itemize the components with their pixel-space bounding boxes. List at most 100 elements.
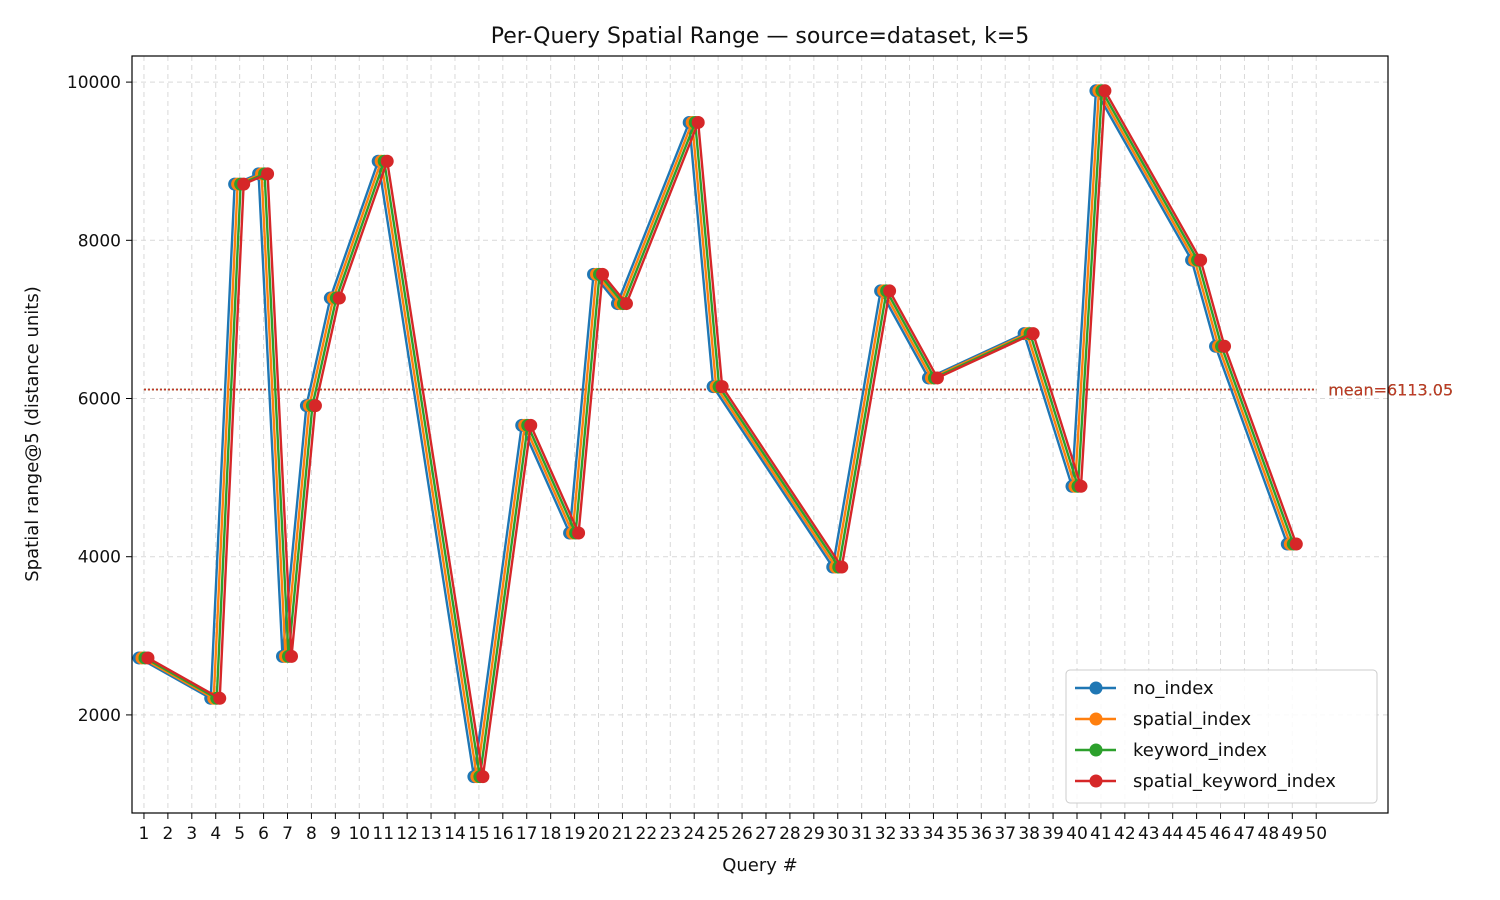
data-point-spatial_keyword_index bbox=[308, 399, 322, 413]
series-spatial_keyword_index bbox=[141, 84, 1303, 784]
mean-label-spatial_keyword_index: mean=6113.05 bbox=[1328, 381, 1453, 400]
x-tick-label: 30 bbox=[827, 824, 849, 844]
chart-title: Per-Query Spatial Range — source=dataset… bbox=[491, 24, 1030, 49]
x-tick-label: 31 bbox=[851, 824, 873, 844]
data-point-spatial_keyword_index bbox=[524, 418, 538, 432]
x-tick-label: 43 bbox=[1138, 824, 1160, 844]
data-point-spatial_keyword_index bbox=[883, 284, 897, 298]
x-tick-label: 34 bbox=[923, 824, 945, 844]
x-tick-label: 44 bbox=[1162, 824, 1184, 844]
data-point-spatial_keyword_index bbox=[930, 371, 944, 385]
mean-label-no_index: mean=6113.05 bbox=[1328, 381, 1453, 400]
y-tick-label: 2000 bbox=[78, 706, 121, 726]
x-tick-label: 15 bbox=[468, 824, 490, 844]
data-point-spatial_keyword_index bbox=[572, 526, 586, 540]
data-point-spatial_keyword_index bbox=[1026, 327, 1040, 341]
data-point-spatial_keyword_index bbox=[1289, 537, 1303, 551]
x-tick-label: 35 bbox=[947, 824, 969, 844]
legend-label-spatial_index: spatial_index bbox=[1133, 709, 1252, 730]
x-tick-label: 45 bbox=[1186, 824, 1208, 844]
plot-frame bbox=[131, 55, 1389, 814]
data-point-spatial_keyword_index bbox=[380, 154, 394, 168]
x-tick-label: 5 bbox=[234, 824, 245, 844]
data-point-spatial_keyword_index bbox=[237, 177, 251, 191]
x-tick-label: 11 bbox=[372, 824, 394, 844]
y-tick-label: 4000 bbox=[78, 548, 121, 568]
y-tick-label: 6000 bbox=[78, 390, 121, 410]
mean-label-keyword_index: mean=6113.05 bbox=[1328, 381, 1453, 400]
legend-label-keyword_index: keyword_index bbox=[1133, 740, 1267, 761]
data-point-spatial_keyword_index bbox=[715, 380, 729, 394]
x-tick-label: 46 bbox=[1210, 824, 1232, 844]
x-tick-label: 48 bbox=[1258, 824, 1280, 844]
data-point-spatial_keyword_index bbox=[1194, 253, 1208, 267]
x-tick-label: 6 bbox=[258, 824, 269, 844]
x-tick-label: 18 bbox=[540, 824, 562, 844]
x-tick-label: 47 bbox=[1234, 824, 1256, 844]
data-point-spatial_keyword_index bbox=[596, 267, 610, 281]
legend-box bbox=[1065, 669, 1378, 804]
y-axis: 2000 4000 6000 8000 10000 bbox=[67, 73, 132, 726]
legend: no_index spatial_index keyword_indexspatia… bbox=[1065, 669, 1378, 804]
x-tick-label: 33 bbox=[899, 824, 921, 844]
x-tick-label: 22 bbox=[636, 824, 658, 844]
x-tick-label: 24 bbox=[683, 824, 705, 844]
x-tick-label: 2 bbox=[162, 824, 173, 844]
data-point-spatial_keyword_index bbox=[141, 651, 155, 665]
legend-marker-spatial_keyword_index bbox=[1089, 774, 1103, 788]
series-group bbox=[132, 84, 1303, 784]
x-tick-label: 28 bbox=[779, 824, 801, 844]
x-axis-label: Query # bbox=[722, 855, 798, 876]
data-point-spatial_keyword_index bbox=[1098, 84, 1112, 98]
x-tick-label: 16 bbox=[492, 824, 514, 844]
x-tick-label: 38 bbox=[1018, 824, 1040, 844]
legend-marker-keyword_index bbox=[1089, 743, 1103, 757]
x-tick-label: 39 bbox=[1042, 824, 1064, 844]
data-point-spatial_keyword_index bbox=[476, 770, 490, 784]
data-point-spatial_keyword_index bbox=[619, 297, 633, 311]
x-tick-label: 12 bbox=[396, 824, 418, 844]
y-tick-label: 8000 bbox=[78, 231, 121, 251]
x-tick-label: 40 bbox=[1066, 824, 1088, 844]
x-tick-label: 42 bbox=[1114, 824, 1136, 844]
x-tick-label: 1 bbox=[139, 824, 150, 844]
series-line-spatial_keyword_index bbox=[147, 89, 1298, 778]
data-point-spatial_keyword_index bbox=[213, 691, 227, 705]
legend-marker-spatial_index bbox=[1089, 712, 1103, 726]
data-point-spatial_keyword_index bbox=[261, 167, 275, 181]
x-tick-label: 23 bbox=[659, 824, 681, 844]
data-point-spatial_keyword_index bbox=[835, 560, 849, 574]
mean-label-spatial_index: mean=6113.05 bbox=[1328, 381, 1453, 400]
series-line-keyword_index bbox=[144, 89, 1295, 778]
x-tick-label: 26 bbox=[731, 824, 753, 844]
x-tick-label: 27 bbox=[755, 824, 777, 844]
legend-label-spatial_keyword_index: spatial_keyword_index bbox=[1133, 771, 1336, 792]
legend-label-no_index: no_index bbox=[1133, 678, 1214, 699]
legend-marker-no_index bbox=[1089, 681, 1103, 695]
y-axis-label: Spatial range@5 (distance units) bbox=[22, 286, 43, 582]
series-line-spatial_index bbox=[141, 89, 1292, 778]
x-tick-label: 37 bbox=[994, 824, 1016, 844]
x-tick-label: 13 bbox=[420, 824, 442, 844]
x-tick-label: 32 bbox=[875, 824, 897, 844]
data-point-spatial_keyword_index bbox=[1218, 339, 1232, 353]
x-tick-label: 49 bbox=[1281, 824, 1303, 844]
data-point-spatial_keyword_index bbox=[285, 649, 299, 663]
x-tick-label: 20 bbox=[588, 824, 610, 844]
data-point-spatial_keyword_index bbox=[1074, 479, 1088, 493]
x-axis: 1 2 3 4 5 6 7 8 9 10 11 12 13 14 15 16 17 18 19 20 21 22 23 24 2… bbox=[139, 813, 1327, 844]
x-tick-label: 29 bbox=[803, 824, 825, 844]
x-tick-label: 36 bbox=[970, 824, 992, 844]
x-tick-label: 17 bbox=[516, 824, 538, 844]
x-tick-label: 50 bbox=[1305, 824, 1327, 844]
y-tick-label: 10000 bbox=[67, 73, 121, 93]
x-tick-label: 41 bbox=[1090, 824, 1112, 844]
x-tick-label: 21 bbox=[612, 824, 634, 844]
x-tick-label: 19 bbox=[564, 824, 586, 844]
x-tick-label: 4 bbox=[210, 824, 221, 844]
data-point-spatial_keyword_index bbox=[691, 115, 705, 129]
x-tick-label: 25 bbox=[707, 824, 729, 844]
x-tick-label: 8 bbox=[306, 824, 317, 844]
series-line-no_index bbox=[138, 89, 1289, 778]
